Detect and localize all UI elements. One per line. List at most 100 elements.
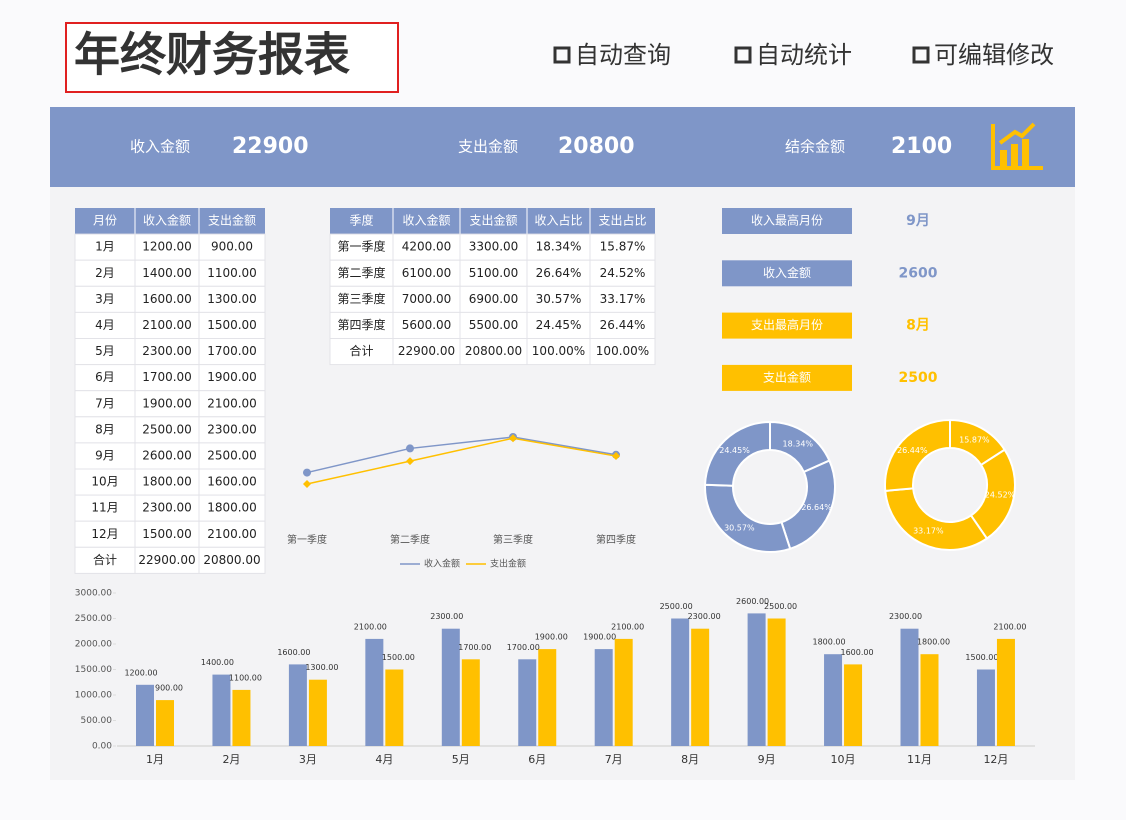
bar: [594, 649, 613, 746]
table-cell: 30.57%: [536, 292, 582, 306]
table-cell: 1800.00: [207, 501, 257, 515]
bar-value-label: 1800.00: [917, 638, 950, 647]
bar-value-label: 1500.00: [965, 653, 998, 662]
table-cell: 10月: [91, 475, 118, 489]
x-tick-label: 8月: [681, 753, 699, 766]
table-cell: 7000.00: [402, 292, 452, 306]
x-tick-label: 第一季度: [287, 533, 327, 546]
table-cell: 1300.00: [207, 292, 257, 306]
table-row: [74, 364, 266, 392]
bar-value-label: 1800.00: [813, 638, 846, 647]
line: [306, 437, 617, 485]
highlight-value: 2600: [899, 265, 938, 281]
bar-value-label: 1600.00: [277, 648, 310, 657]
highlight-box: [722, 312, 852, 339]
table-cell: 100.00%: [532, 344, 585, 358]
x-tick-label: 6月: [528, 753, 546, 766]
column-header: 收入金额: [143, 213, 191, 228]
table-cell: 33.17%: [600, 292, 646, 306]
table-cell: 2月: [95, 266, 115, 280]
table-row: [74, 233, 266, 261]
x-tick-label: 第二季度: [390, 533, 430, 546]
table-cell: 合计: [93, 552, 117, 567]
table-cell: 2100.00: [207, 527, 257, 541]
bar-value-label: 1400.00: [201, 658, 234, 667]
table-cell: 22900.00: [398, 344, 455, 358]
column-header: 支出占比: [598, 213, 646, 228]
bar: [538, 649, 557, 746]
table-cell: 18.34%: [536, 240, 582, 254]
summary-label: 支出金额: [458, 138, 518, 156]
table-cell: 5月: [95, 344, 115, 358]
table-cell: 1100.00: [207, 266, 257, 280]
bar-value-label: 1200.00: [124, 668, 157, 677]
table-header: [75, 208, 265, 235]
bar: [308, 679, 327, 746]
bar: [212, 674, 231, 746]
option-label: 自动查询: [575, 41, 671, 69]
table-cell: 20800.00: [203, 553, 260, 567]
table-cell: 5500.00: [469, 318, 519, 332]
donut-label: 18.34%: [783, 440, 814, 449]
table-cell: 22900.00: [138, 553, 195, 567]
table-cell: 1200.00: [142, 240, 192, 254]
table-row: [74, 546, 266, 574]
table-cell: 100.00%: [596, 344, 649, 358]
chart-icon: [991, 122, 1043, 170]
table-cell: 2300.00: [207, 422, 257, 436]
highlight-label: 收入金额: [763, 265, 811, 280]
x-tick-label: 11月: [907, 753, 932, 766]
table-row: [74, 494, 266, 522]
table-row: [74, 468, 266, 496]
bar-value-label: 1700.00: [507, 643, 540, 652]
bar: [385, 669, 404, 746]
table-row: [329, 285, 656, 313]
bar-value-label: 2600.00: [736, 597, 769, 606]
bar: [671, 618, 690, 746]
table-cell: 1400.00: [142, 266, 192, 280]
bar: [824, 654, 843, 746]
bar: [365, 638, 384, 746]
bar: [614, 638, 633, 746]
y-tick-label: 1000.00: [75, 691, 112, 701]
table-cell: 26.44%: [600, 318, 646, 332]
bar-value-label: 2100.00: [993, 622, 1026, 631]
table-cell: 1500.00: [142, 527, 192, 541]
bar-value-label: 1500.00: [382, 653, 415, 662]
table-row: [329, 259, 656, 287]
x-tick-label: 第三季度: [493, 533, 533, 546]
summary-value: 22900: [232, 134, 309, 159]
bar-value-label: 1100.00: [229, 673, 262, 682]
bar: [920, 654, 939, 746]
y-tick-label: 0.00: [92, 742, 112, 752]
highlight-box: [722, 260, 852, 287]
bar-value-label: 1900.00: [583, 633, 616, 642]
table-row: [74, 311, 266, 339]
table-cell: 4月: [95, 318, 115, 332]
table-cell: 24.45%: [536, 318, 582, 332]
bar: [232, 689, 251, 746]
highlight-label: 支出最高月份: [751, 317, 823, 332]
summary-label: 收入金额: [130, 138, 190, 156]
table-cell: 2600.00: [142, 448, 192, 462]
donut-label: 24.52%: [985, 490, 1016, 499]
table-cell: 3300.00: [469, 240, 519, 254]
highlight-label: 收入最高月份: [751, 213, 823, 228]
bar-value-label: 1600.00: [841, 648, 874, 657]
x-tick-label: 2月: [222, 753, 240, 766]
summary-value: 2100: [891, 134, 952, 159]
summary-value: 20800: [558, 134, 635, 159]
bar-value-label: 1300.00: [305, 663, 338, 672]
bar-value-label: 1900.00: [535, 633, 568, 642]
checkbox: [912, 46, 930, 64]
column-header: 收入占比: [534, 213, 582, 228]
bar-value-label: 2100.00: [611, 622, 644, 631]
point: [406, 444, 414, 453]
table-cell: 2300.00: [142, 501, 192, 515]
point: [406, 457, 414, 466]
table-cell: 24.52%: [600, 266, 646, 280]
table-cell: 5600.00: [402, 318, 452, 332]
table-cell: 2300.00: [142, 344, 192, 358]
table-cell: 2100.00: [207, 396, 257, 410]
